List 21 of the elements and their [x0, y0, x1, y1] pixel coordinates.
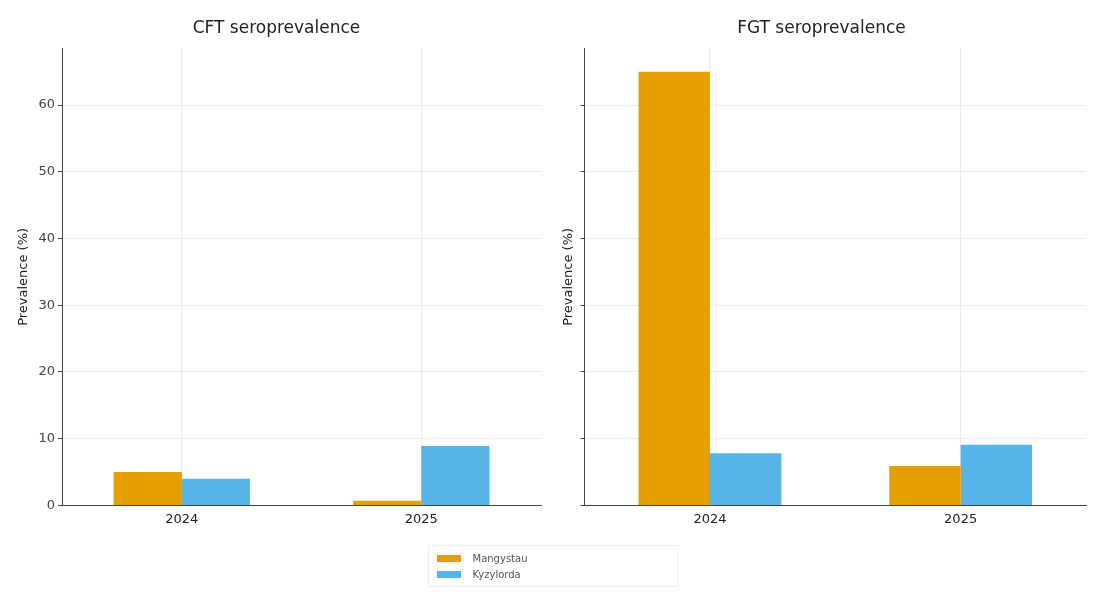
- bar: [638, 71, 710, 505]
- bar: [960, 444, 1033, 505]
- y-tick-label: 40: [38, 229, 56, 245]
- chart-title: CFT seroprevalence: [192, 16, 361, 37]
- bar: [709, 453, 782, 505]
- y-tick-label: 50: [38, 163, 56, 179]
- legend-label: Mangystau: [472, 552, 528, 564]
- x-tick-label: 2025: [404, 510, 438, 526]
- y-tick-label: 20: [38, 363, 56, 379]
- x-tick-label: 2025: [944, 510, 978, 526]
- y-tick-label: 10: [38, 430, 56, 446]
- y-tick-label: 60: [38, 96, 56, 112]
- chart-title: FGT seroprevalence: [737, 16, 906, 37]
- y-axis-title: Prevalence (%): [15, 227, 31, 326]
- legend-label: Kyzylorda: [472, 568, 521, 580]
- y-tick-label: 0: [46, 496, 56, 512]
- x-tick-label: 2024: [165, 510, 199, 526]
- x-tick-label: 2024: [693, 510, 727, 526]
- y-tick-label: 30: [38, 296, 56, 312]
- y-axis-title: Prevalence (%): [560, 227, 576, 326]
- bar: [889, 466, 961, 505]
